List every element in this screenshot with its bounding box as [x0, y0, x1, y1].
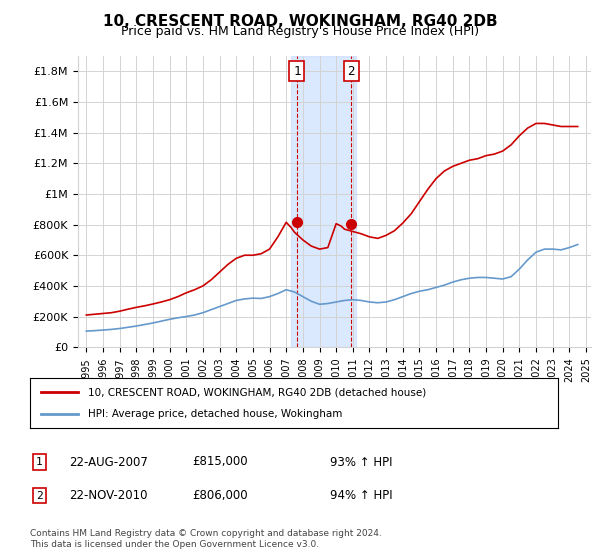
Text: 1: 1	[293, 65, 301, 78]
Text: Price paid vs. HM Land Registry's House Price Index (HPI): Price paid vs. HM Land Registry's House …	[121, 25, 479, 38]
Text: HPI: Average price, detached house, Wokingham: HPI: Average price, detached house, Woki…	[88, 409, 343, 419]
Text: 10, CRESCENT ROAD, WOKINGHAM, RG40 2DB: 10, CRESCENT ROAD, WOKINGHAM, RG40 2DB	[103, 14, 497, 29]
Text: 93% ↑ HPI: 93% ↑ HPI	[330, 455, 392, 469]
Text: 10, CRESCENT ROAD, WOKINGHAM, RG40 2DB (detached house): 10, CRESCENT ROAD, WOKINGHAM, RG40 2DB (…	[88, 387, 427, 397]
Text: 22-NOV-2010: 22-NOV-2010	[69, 489, 148, 502]
Text: £806,000: £806,000	[192, 489, 248, 502]
Text: 1: 1	[36, 457, 43, 467]
Text: 22-AUG-2007: 22-AUG-2007	[69, 455, 148, 469]
Text: 94% ↑ HPI: 94% ↑ HPI	[330, 489, 392, 502]
Text: 2: 2	[347, 65, 355, 78]
Text: 2: 2	[36, 491, 43, 501]
Text: £815,000: £815,000	[192, 455, 248, 469]
Text: Contains HM Land Registry data © Crown copyright and database right 2024.
This d: Contains HM Land Registry data © Crown c…	[30, 529, 382, 549]
Bar	[291, 56, 356, 347]
